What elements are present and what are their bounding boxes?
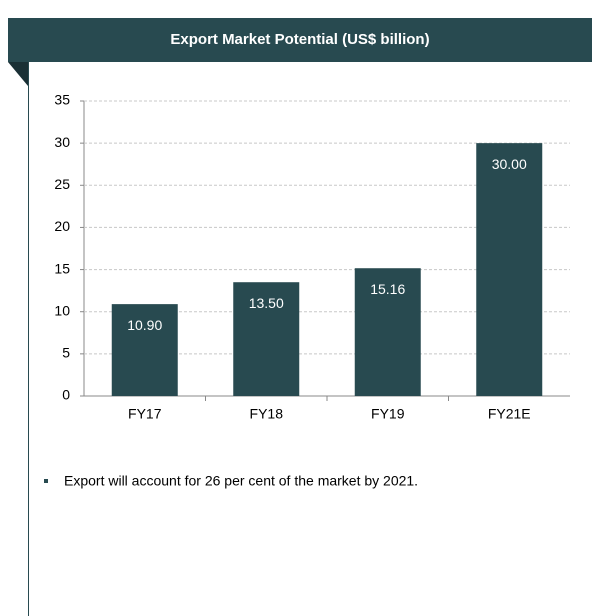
x-tick-label: FY21E [488,406,531,422]
x-tick-label: FY18 [250,406,284,422]
y-tick-label: 10 [54,302,70,318]
x-tick-label: FY17 [128,406,162,422]
data-label: 13.50 [249,295,284,311]
x-tick-label: FY19 [371,406,405,422]
header-band [8,18,592,62]
data-label: 30.00 [492,156,527,172]
data-label: 10.90 [127,317,162,333]
y-tick-label: 35 [54,92,70,108]
y-tick-label: 5 [62,345,70,361]
bar [111,304,178,396]
y-tick-label: 20 [54,218,70,234]
bar [354,268,421,396]
bar [476,143,543,396]
y-tick-label: 0 [62,387,70,403]
bullet [44,479,48,483]
chart-title: Export Market Potential (US$ billion) [170,31,429,48]
header-fold [8,62,28,86]
y-tick-label: 30 [54,134,70,150]
bar [233,282,300,396]
data-label: 15.16 [370,281,405,297]
y-tick-label: 15 [54,260,70,276]
note: Export will account for 26 per cent of t… [64,473,418,489]
y-tick-label: 25 [54,176,70,192]
